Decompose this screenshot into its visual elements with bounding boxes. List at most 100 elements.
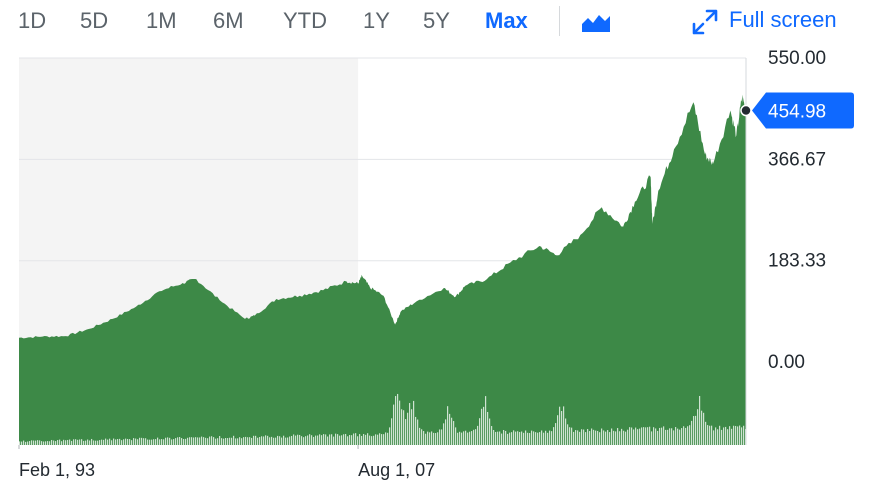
volume-bar: [609, 432, 611, 445]
volume-bar: [45, 441, 47, 445]
range-6m-button[interactable]: 6M: [213, 8, 244, 33]
x-axis-labels: Feb 1, 93 Aug 1, 07: [18, 445, 435, 480]
volume-bar: [713, 430, 715, 445]
price-area-series: [19, 94, 746, 445]
price-chart[interactable]: 550.00 366.67 183.33 0.00 Feb 1, 93 Aug 1, 0…: [0, 44, 876, 490]
volume-bar: [651, 431, 653, 445]
range-ytd-button[interactable]: YTD: [283, 8, 327, 33]
volume-bar: [569, 427, 571, 445]
volume-bar: [427, 431, 429, 445]
y-tick-label: 550.00: [768, 48, 826, 69]
volume-bar: [471, 431, 473, 445]
volume-bar: [633, 429, 635, 445]
volume-bar: [171, 439, 173, 445]
range-1m-button[interactable]: 1M: [146, 8, 177, 33]
volume-bar: [27, 441, 29, 445]
volume-bar: [547, 432, 549, 445]
range-1d-button[interactable]: 1D: [18, 8, 47, 33]
volume-bar: [549, 430, 551, 445]
volume-bar: [223, 438, 225, 445]
volume-bar: [461, 432, 463, 445]
volume-bar: [245, 436, 247, 445]
volume-bar: [611, 428, 613, 445]
volume-bar: [705, 421, 707, 445]
last-price-callout-box: [752, 92, 854, 129]
volume-bar: [169, 437, 171, 445]
volume-bar: [155, 439, 157, 445]
volume-bar: [603, 430, 605, 445]
x-tick-label: Aug 1, 07: [358, 460, 435, 480]
volume-bar: [219, 436, 221, 445]
volume-bar: [23, 440, 25, 445]
volume-bar: [135, 438, 137, 445]
volume-bar: [435, 433, 437, 445]
volume-bar: [43, 441, 45, 445]
volume-bar: [231, 437, 233, 445]
volume-bar: [75, 439, 77, 445]
volume-bar: [421, 429, 423, 445]
volume-bar: [587, 429, 589, 445]
y-axis-labels: 550.00 366.67 183.33 0.00: [768, 48, 826, 373]
volume-bar: [361, 435, 363, 445]
volume-bar: [719, 425, 721, 445]
volume-bar: [475, 429, 477, 445]
volume-bar: [311, 435, 313, 445]
volume-bar: [329, 434, 331, 445]
volume-bar: [735, 425, 737, 445]
range-5y-button[interactable]: 5Y: [423, 8, 450, 33]
mountain-chart-icon[interactable]: [580, 10, 612, 34]
volume-bar: [739, 425, 741, 445]
volume-bar: [369, 435, 371, 445]
volume-bar: [261, 436, 263, 445]
volume-bar: [627, 429, 629, 445]
volume-bar: [401, 409, 403, 445]
volume-bar: [179, 437, 181, 445]
volume-bar: [683, 426, 685, 445]
volume-bar: [119, 438, 121, 445]
volume-bar: [621, 428, 623, 445]
volume-bar: [525, 430, 527, 445]
volume-bar: [607, 430, 609, 445]
volume-bar: [443, 423, 445, 445]
y-tick-label: 0.00: [768, 352, 805, 373]
volume-bar: [583, 429, 585, 445]
volume-bar: [233, 435, 235, 445]
volume-bar: [511, 432, 513, 445]
volume-bar: [137, 439, 139, 445]
volume-bar: [271, 436, 273, 445]
volume-bar: [299, 434, 301, 445]
last-price-callout: 454.98: [752, 92, 854, 129]
volume-bar: [539, 432, 541, 445]
volume-bar: [211, 436, 213, 445]
volume-bar: [701, 410, 703, 445]
volume-bar: [57, 440, 59, 445]
volume-bar: [481, 408, 483, 445]
volume-bar: [709, 425, 711, 445]
volume-bar: [187, 437, 189, 445]
expand-arrows-icon: [692, 9, 718, 35]
volume-bar: [457, 432, 459, 445]
volume-bar: [253, 435, 255, 445]
volume-bar: [491, 426, 493, 445]
volume-bar: [309, 434, 311, 445]
volume-bar: [59, 439, 61, 445]
volume-bar: [53, 440, 55, 445]
volume-bar: [455, 427, 457, 445]
volume-bar: [89, 440, 91, 445]
range-max-button[interactable]: Max: [485, 8, 528, 33]
volume-bar: [711, 425, 713, 445]
volume-bar: [543, 432, 545, 445]
volume-bar: [95, 440, 97, 445]
volume-bar: [665, 429, 667, 445]
volume-bar: [31, 440, 33, 445]
volume-bar: [737, 426, 739, 445]
volume-bar: [439, 429, 441, 445]
volume-bar: [163, 439, 165, 445]
range-5d-button[interactable]: 5D: [80, 8, 109, 33]
volume-bar: [147, 439, 149, 445]
volume-bar: [451, 417, 453, 445]
volume-bar: [35, 440, 37, 445]
range-1y-button[interactable]: 1Y: [363, 8, 390, 33]
volume-bar: [341, 435, 343, 445]
volume-bar: [93, 440, 95, 445]
